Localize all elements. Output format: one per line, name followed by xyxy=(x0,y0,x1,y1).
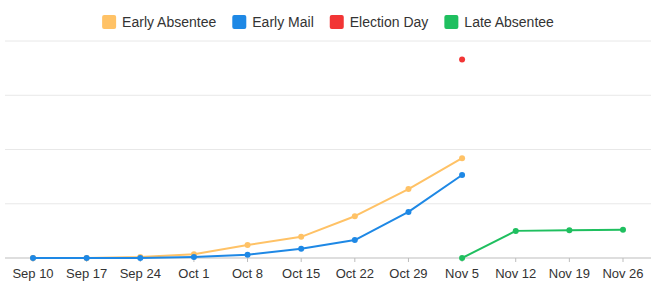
x-tick xyxy=(569,258,570,262)
grid-line xyxy=(5,41,651,42)
legend-label: Election Day xyxy=(350,14,429,30)
series-point xyxy=(84,255,90,261)
series-point xyxy=(459,255,465,261)
x-tick xyxy=(515,258,516,262)
series-point xyxy=(191,254,197,260)
legend-swatch xyxy=(102,15,116,29)
legend-item: Late Absentee xyxy=(444,14,554,30)
legend-item: Early Absentee xyxy=(102,14,216,30)
series-line xyxy=(33,158,462,258)
legend-label: Early Absentee xyxy=(122,14,216,30)
x-tick-label: Nov 12 xyxy=(495,266,536,281)
x-tick-label: Oct 22 xyxy=(336,266,374,281)
series-point xyxy=(513,228,519,234)
series-point xyxy=(245,252,251,258)
series-point xyxy=(405,186,411,192)
x-tick-label: Oct 29 xyxy=(389,266,427,281)
legend-swatch xyxy=(330,15,344,29)
x-tick-label: Oct 8 xyxy=(232,266,263,281)
legend-item: Early Mail xyxy=(232,14,313,30)
marks xyxy=(30,56,626,261)
legend: Early Absentee Early Mail Election Day Late… xyxy=(102,14,554,30)
grid-line xyxy=(5,149,651,150)
series-point xyxy=(30,255,36,261)
chart-container: Sep 10 Sep 17 Sep 24 Oct 1 Oct 8 Oct 15 Oct 22… xyxy=(0,0,656,292)
series-point xyxy=(298,246,304,252)
x-tick-label: Nov 26 xyxy=(602,266,643,281)
series-point xyxy=(137,255,143,261)
x-tick xyxy=(247,258,248,262)
legend-item: Election Day xyxy=(330,14,429,30)
x-tick-label: Sep 17 xyxy=(66,266,107,281)
x-tick-label: Nov 5 xyxy=(445,266,479,281)
series-point xyxy=(566,227,572,233)
x-tick xyxy=(301,258,302,262)
grid-line xyxy=(5,203,651,204)
series-point xyxy=(459,56,465,62)
grid xyxy=(5,41,651,258)
series-point xyxy=(30,255,36,261)
series-point xyxy=(298,234,304,240)
series-point xyxy=(245,242,251,248)
series-point xyxy=(352,213,358,219)
x-tick-label: Sep 24 xyxy=(120,266,161,281)
series-point xyxy=(620,227,626,233)
legend-swatch xyxy=(232,15,246,29)
x-tick xyxy=(623,258,624,262)
series-point xyxy=(84,255,90,261)
x-tick xyxy=(354,258,355,262)
legend-swatch xyxy=(444,15,458,29)
grid-line xyxy=(5,95,651,96)
x-axis: Sep 10 Sep 17 Sep 24 Oct 1 Oct 8 Oct 15 Oct 22… xyxy=(12,258,643,281)
series-line xyxy=(33,175,462,258)
series-point xyxy=(352,237,358,243)
x-tick-label: Nov 19 xyxy=(549,266,590,281)
legend-label: Late Absentee xyxy=(464,14,554,30)
series-point xyxy=(405,209,411,215)
x-tick xyxy=(408,258,409,262)
x-tick-label: Oct 1 xyxy=(178,266,209,281)
series-point xyxy=(459,172,465,178)
chart-svg: Sep 10 Sep 17 Sep 24 Oct 1 Oct 8 Oct 15 Oct 22… xyxy=(0,0,656,292)
legend-label: Early Mail xyxy=(252,14,313,30)
series-line xyxy=(462,230,623,258)
x-tick-label: Sep 10 xyxy=(12,266,53,281)
x-tick-label: Oct 15 xyxy=(282,266,320,281)
series-point xyxy=(459,155,465,161)
